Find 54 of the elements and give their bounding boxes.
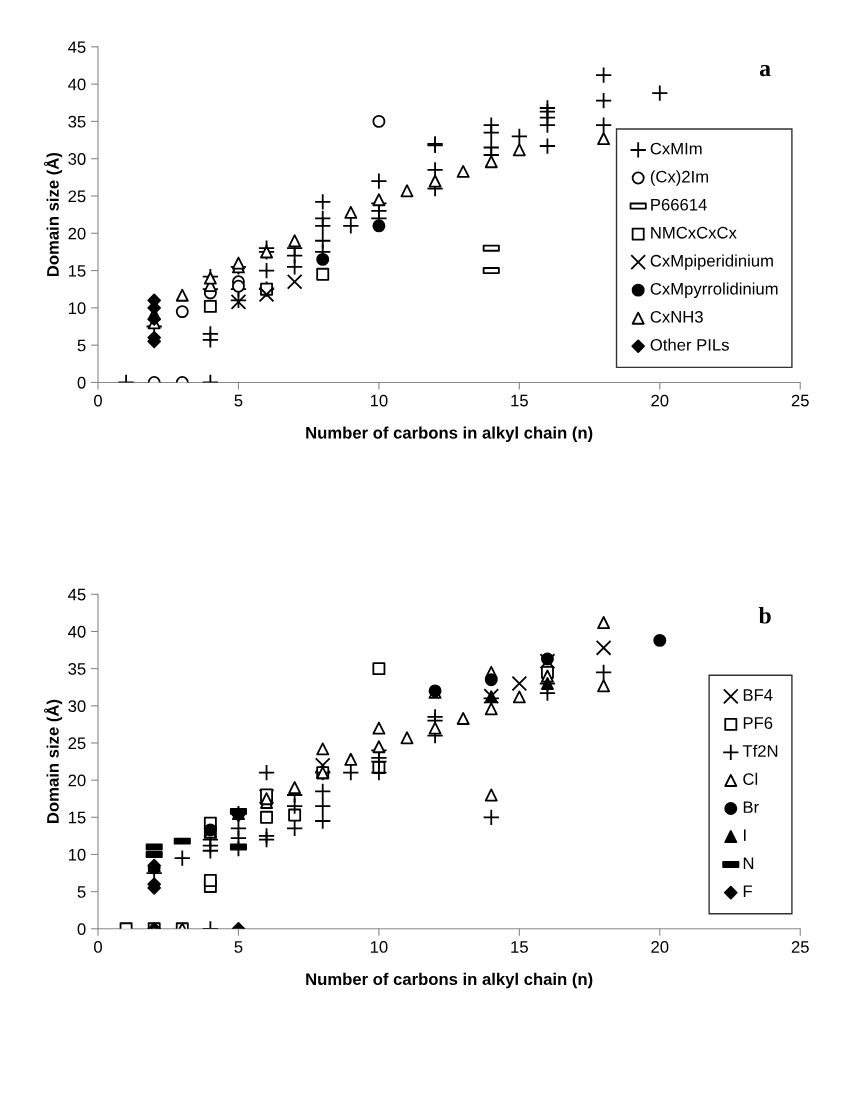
y-tick-label: 20 bbox=[68, 774, 86, 787]
x-tick-label: 25 bbox=[791, 394, 809, 407]
y-tick-label: 40 bbox=[68, 78, 86, 91]
y-tick-label: 0 bbox=[77, 376, 86, 389]
y-tick-label: 25 bbox=[68, 737, 86, 750]
legend-label: Tf2N bbox=[742, 744, 778, 757]
x-tick-label: 5 bbox=[234, 941, 243, 953]
x-tick-label: 0 bbox=[94, 941, 102, 953]
x-tick-label: 20 bbox=[651, 394, 669, 407]
y-axis-title: Domain size (Å) bbox=[43, 152, 63, 277]
legend-label: BF4 bbox=[743, 689, 773, 701]
y-tick-label: 5 bbox=[77, 886, 86, 898]
y-tick-label: 45 bbox=[68, 41, 86, 54]
legend-label: PF6 bbox=[743, 717, 773, 729]
x-axis-title: Number of carbons in alkyl chain (n) bbox=[306, 426, 593, 442]
legend-label: CxMpiperidinium bbox=[650, 254, 773, 270]
x-tick-label: 25 bbox=[791, 941, 809, 953]
y-axis-title: Domain size (Å) bbox=[43, 699, 63, 823]
x-axis-title: Number of carbons in alkyl chain (n) bbox=[306, 972, 593, 989]
y-tick-label: 10 bbox=[68, 302, 86, 315]
y-tick-label: 35 bbox=[68, 663, 86, 675]
annotation: a bbox=[759, 64, 771, 77]
y-tick-label: 30 bbox=[68, 153, 86, 165]
legend-label: CxMIm bbox=[650, 142, 702, 155]
y-tick-label: 30 bbox=[68, 700, 86, 712]
x-tick-label: 20 bbox=[651, 941, 669, 953]
legend-label: Br bbox=[743, 801, 759, 813]
x-tick-label: 15 bbox=[511, 394, 528, 407]
legend-label: I bbox=[743, 829, 746, 841]
y-tick-label: 45 bbox=[68, 588, 86, 601]
y-tick-label: 25 bbox=[68, 190, 86, 203]
y-tick-label: 10 bbox=[68, 848, 86, 861]
y-tick-label: 0 bbox=[77, 923, 86, 935]
x-tick-label: 10 bbox=[370, 394, 388, 407]
y-tick-label: 40 bbox=[68, 625, 86, 638]
y-tick-label: 15 bbox=[68, 811, 86, 824]
y-tick-label: 5 bbox=[77, 339, 86, 352]
legend-label: (Cx)2Im bbox=[650, 170, 708, 186]
y-tick-label: 20 bbox=[68, 227, 86, 240]
legend-label: NMCxCxCx bbox=[651, 226, 737, 239]
y-tick-label: 15 bbox=[68, 265, 86, 277]
legend-label: CxMpyrrolidinium bbox=[650, 282, 778, 298]
legend-label: F bbox=[743, 885, 752, 897]
legend-label: Cl bbox=[743, 772, 758, 785]
legend-label: P66614 bbox=[651, 198, 707, 211]
annotation: b bbox=[758, 607, 771, 624]
x-tick-label: 5 bbox=[234, 394, 243, 407]
x-tick-label: 0 bbox=[94, 394, 102, 407]
legend-label: Other PILs bbox=[650, 338, 729, 351]
y-tick-label: 35 bbox=[68, 115, 86, 128]
legend-label: N bbox=[743, 857, 754, 869]
x-tick-label: 15 bbox=[511, 941, 528, 953]
legend-label: CxNH3 bbox=[650, 310, 703, 323]
x-tick-label: 10 bbox=[370, 941, 388, 953]
